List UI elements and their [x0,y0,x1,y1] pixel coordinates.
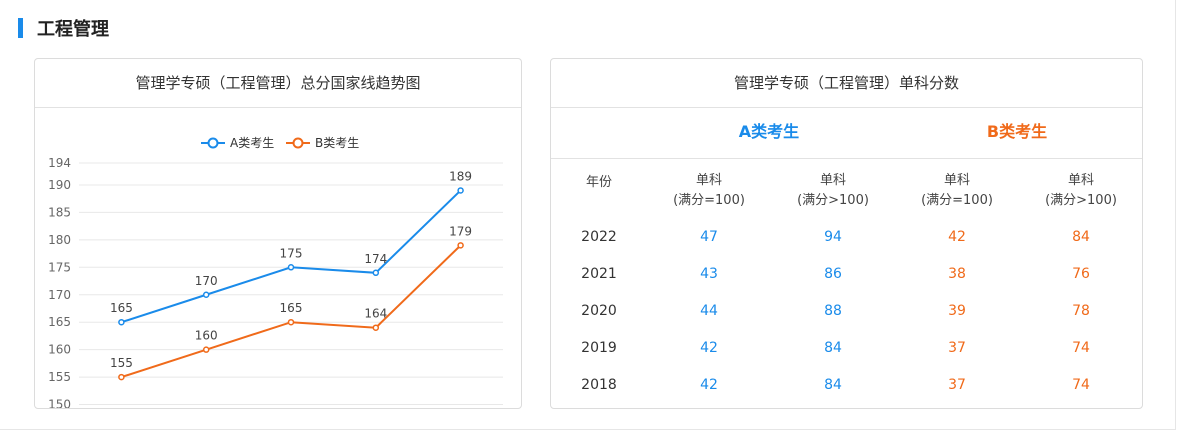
data-label: 160 [195,329,218,343]
b-single-gt100-cell: 74 [1072,377,1090,393]
legend-swatch-marker [207,137,219,149]
data-label: 175 [280,246,303,260]
y-tick-label: 165 [48,315,71,329]
year-cell: 2021 [581,266,617,282]
table-row: 2018 42 84 37 74 [551,367,1142,404]
y-tick-label: 194 [48,156,71,170]
header-a-single-100: 单科 (满分=100) [647,171,771,211]
a-single-100-cell: 42 [700,377,718,393]
data-point [287,318,295,326]
section-accent-bar [18,18,23,38]
data-point [287,264,295,271]
data-label: 164 [364,307,387,321]
trend-chart-card: 管理学专硕（工程管理）总分国家线趋势图 14515015516016517017… [34,58,522,409]
y-tick-label: 185 [48,205,71,219]
section-header: 工程管理 [18,16,109,40]
year-cell: 2018 [581,377,617,393]
a-single-100-cell: 44 [700,303,718,319]
table-row: 2020 44 88 39 78 [551,293,1142,330]
b-single-gt100-cell: 74 [1072,340,1090,356]
y-tick-label: 190 [48,178,71,192]
data-point [118,373,125,381]
b-single-100-cell: 42 [948,229,966,245]
a-single-gt100-cell: 84 [824,377,842,393]
legend-label: A类考生 [230,136,274,150]
header-a-single-gt100: 单科 (满分>100) [771,171,895,211]
year-cell: 2019 [581,340,617,356]
table-header-row: 年份 单科 (满分=100) 单科 (满分>100) 单科 (满分=100) 单… [551,159,1142,219]
header-b-single-gt100: 单科 (满分>100) [1019,171,1143,211]
a-single-100-cell: 42 [700,340,718,356]
data-point [372,269,380,277]
b-single-gt100-cell: 76 [1072,266,1090,282]
data-label: 179 [449,224,472,238]
header-line-2: (满分=100) [921,193,993,208]
group-b-label: B类考生 [986,122,1048,141]
b-single-100-cell: 37 [948,340,966,356]
table-row: 2021 43 86 38 76 [551,256,1142,293]
header-line-1: 单科 [1067,173,1094,188]
data-point [457,242,464,249]
table-row: 2022 47 94 42 84 [551,219,1142,256]
year-cell: 2020 [581,303,617,319]
b-single-100-cell: 39 [948,303,966,319]
header-year: 年份 [585,175,612,190]
data-label: 165 [280,301,303,315]
y-tick-label: 150 [48,398,71,408]
y-tick-label: 160 [48,343,71,357]
score-table: 年份 单科 (满分=100) 单科 (满分>100) 单科 (满分=100) 单… [551,159,1142,404]
y-tick-label: 180 [48,233,71,247]
b-single-gt100-cell: 78 [1072,303,1090,319]
b-single-gt100-cell: 84 [1072,229,1090,245]
single-subject-card: 管理学专硕（工程管理）单科分数 A类考生 B类考生 年份 单科 (满分=100)… [550,58,1143,409]
section-title: 工程管理 [37,19,109,40]
b-single-100-cell: 38 [948,266,966,282]
header-line-1: 单科 [819,173,846,188]
data-point [202,346,210,353]
y-tick-label: 155 [48,370,71,384]
data-label: 165 [110,301,133,315]
y-tick-label: 170 [48,288,71,302]
data-label: 189 [449,169,472,183]
trend-chart-title: 管理学专硕（工程管理）总分国家线趋势图 [35,59,521,108]
header-line-2: (满分=100) [673,193,745,208]
data-point [202,291,210,299]
a-single-gt100-cell: 88 [824,303,842,319]
header-line-1: 单科 [943,173,970,188]
a-single-100-cell: 43 [700,266,718,282]
data-label: 174 [364,252,387,266]
a-single-gt100-cell: 94 [824,229,842,245]
legend-label: B类考生 [315,136,359,150]
data-point [457,187,464,194]
header-b-single-100: 单科 (满分=100) [895,171,1019,211]
b-single-100-cell: 37 [948,377,966,393]
a-single-100-cell: 47 [700,229,718,245]
group-header: A类考生 B类考生 [551,108,1142,159]
data-label: 155 [110,356,133,370]
header-line-2: (满分>100) [1045,193,1117,208]
a-single-gt100-cell: 86 [824,266,842,282]
group-a-label: A类考生 [738,122,800,141]
trend-chart: 1451501551601651701751801851901942018201… [48,136,503,408]
data-point [372,324,380,331]
header-line-1: 单科 [695,173,722,188]
legend-swatch-marker [292,137,304,149]
year-cell: 2022 [581,229,617,245]
y-tick-label: 175 [48,260,71,274]
single-subject-title: 管理学专硕（工程管理）单科分数 [551,59,1142,108]
header-line-2: (满分>100) [797,193,869,208]
data-point [118,318,125,326]
data-label: 170 [195,274,218,288]
table-row: 2019 42 84 37 74 [551,330,1142,367]
a-single-gt100-cell: 84 [824,340,842,356]
